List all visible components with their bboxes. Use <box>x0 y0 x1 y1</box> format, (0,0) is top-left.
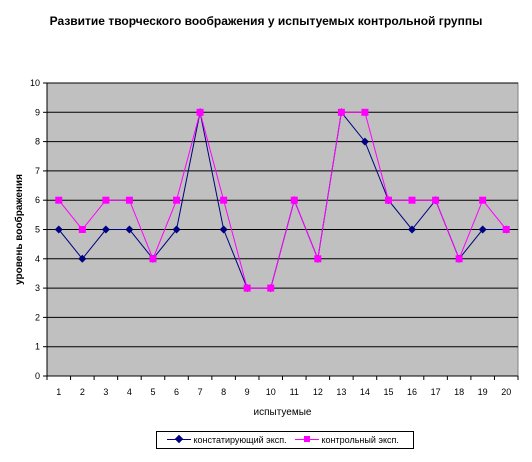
y-tick-label-9: 9 <box>35 107 40 117</box>
x-tick-label-18: 18 <box>454 387 464 397</box>
legend-label-series-1: констатирующий эксп. <box>193 435 287 445</box>
series-2-point-4 <box>125 196 133 204</box>
x-tick-label-19: 19 <box>478 387 488 397</box>
x-tick-label-9: 9 <box>245 387 250 397</box>
legend-item-series-1: констатирующий эксп. <box>167 432 287 448</box>
series-2-point-7 <box>196 108 204 116</box>
x-tick-label-3: 3 <box>103 387 108 397</box>
x-tick-label-8: 8 <box>221 387 226 397</box>
series-1-point-4 <box>125 225 134 234</box>
x-tick-label-7: 7 <box>198 387 203 397</box>
series-2-point-8 <box>220 196 228 204</box>
series-2-point-13 <box>337 108 345 116</box>
series-2-point-17 <box>432 196 440 204</box>
y-tick-label-1: 1 <box>35 342 40 352</box>
series-2-point-11 <box>290 196 298 204</box>
series-1-point-16 <box>408 225 417 234</box>
series-2-point-1 <box>55 196 63 204</box>
x-tick-label-10: 10 <box>266 387 276 397</box>
legend-swatch-series-2 <box>295 432 319 448</box>
x-tick-label-17: 17 <box>431 387 441 397</box>
series-1-point-14 <box>360 137 369 146</box>
legend: констатирующий эксп. контрольный эксп. <box>156 431 414 449</box>
series-2-point-12 <box>314 255 322 263</box>
y-tick-label-10: 10 <box>30 78 40 88</box>
legend-label-series-2: контрольный эксп. <box>321 435 399 445</box>
series-2-point-3 <box>102 196 110 204</box>
y-tick-label-4: 4 <box>35 254 40 264</box>
series-2-point-16 <box>408 196 416 204</box>
series-2-point-9 <box>243 284 251 292</box>
x-tick-label-5: 5 <box>150 387 155 397</box>
series-1-point-1 <box>54 225 63 234</box>
legend-item-series-2: контрольный эксп. <box>295 432 399 448</box>
series-2-point-19 <box>479 196 487 204</box>
y-tick-label-0: 0 <box>35 371 40 381</box>
series-1-point-8 <box>219 225 228 234</box>
series-1-point-3 <box>101 225 110 234</box>
series-line-2 <box>58 110 507 289</box>
series-2-point-20 <box>502 226 510 233</box>
x-tick-label-13: 13 <box>336 387 346 397</box>
series-2-point-2 <box>78 226 86 233</box>
y-tick-label-6: 6 <box>35 195 40 205</box>
series-2-point-10 <box>267 284 275 292</box>
x-tick-label-15: 15 <box>383 387 393 397</box>
y-axis-label: уровень воображения <box>13 174 25 285</box>
series-1-point-19 <box>478 225 487 234</box>
y-tick-label-2: 2 <box>35 312 40 322</box>
series-2-point-5 <box>149 255 157 263</box>
x-tick-label-11: 11 <box>290 387 299 397</box>
series-2-point-18 <box>455 255 463 263</box>
chart-title: Развитие творческого воображения у испыт… <box>49 14 483 28</box>
series-2-point-14 <box>361 108 369 116</box>
x-tick-label-2: 2 <box>80 387 85 397</box>
y-tick-label-8: 8 <box>35 137 40 147</box>
x-tick-label-14: 14 <box>360 387 370 397</box>
x-axis-label: испытуемые <box>254 407 312 418</box>
series-1-point-6 <box>172 225 181 234</box>
series-2-point-15 <box>384 196 392 204</box>
y-tick-label-3: 3 <box>35 283 40 293</box>
x-tick-label-16: 16 <box>407 387 417 397</box>
legend-swatch-series-1 <box>167 432 191 448</box>
series-1-point-2 <box>78 254 87 263</box>
y-tick-label-7: 7 <box>35 166 40 176</box>
y-tick-label-5: 5 <box>35 225 40 235</box>
series-2-point-6 <box>173 196 181 204</box>
x-tick-label-6: 6 <box>174 387 179 397</box>
x-tick-label-20: 20 <box>501 387 511 397</box>
x-tick-label-1: 1 <box>56 387 61 397</box>
x-tick-label-12: 12 <box>313 387 323 397</box>
x-tick-label-4: 4 <box>127 387 132 397</box>
